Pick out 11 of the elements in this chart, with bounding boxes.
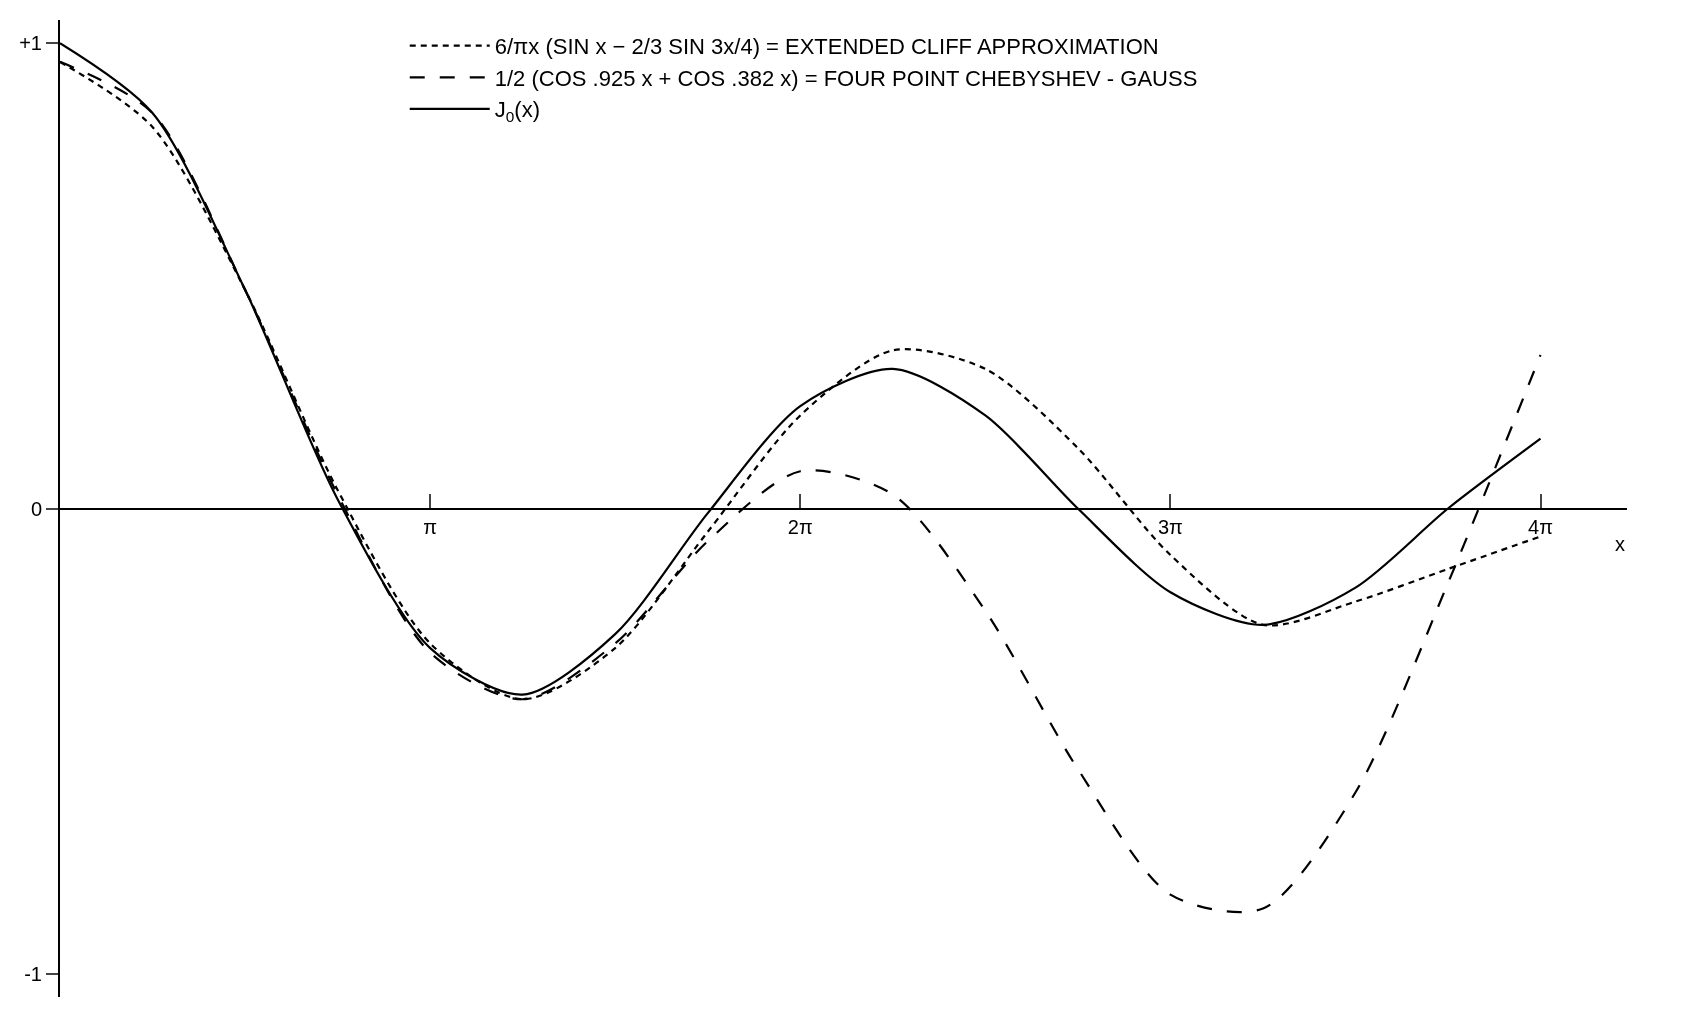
x-axis-title: x — [1615, 533, 1625, 555]
legend-label: J$_{0}$(x) — [494, 97, 540, 126]
y-tick-label: +1 — [19, 32, 42, 55]
legend-label: 1/2 (COS .925 x + COS .382 x) = FOUR POINT CHEBYSHEV - GAUSS — [494, 65, 1198, 91]
x-tick-label: π — [423, 515, 438, 538]
x-tick-label: 2π — [787, 515, 813, 538]
y-tick-label: 0 — [30, 497, 42, 520]
y-tick-label: -1 — [24, 962, 42, 985]
x-tick-label: 4π — [1528, 515, 1553, 538]
legend-label: 6/πx (SIN x − 2/3 SIN 3x/4) = EXTENDED CLIFF APPROXIMATION — [494, 34, 1159, 60]
x-tick-label: 3π — [1157, 515, 1183, 538]
